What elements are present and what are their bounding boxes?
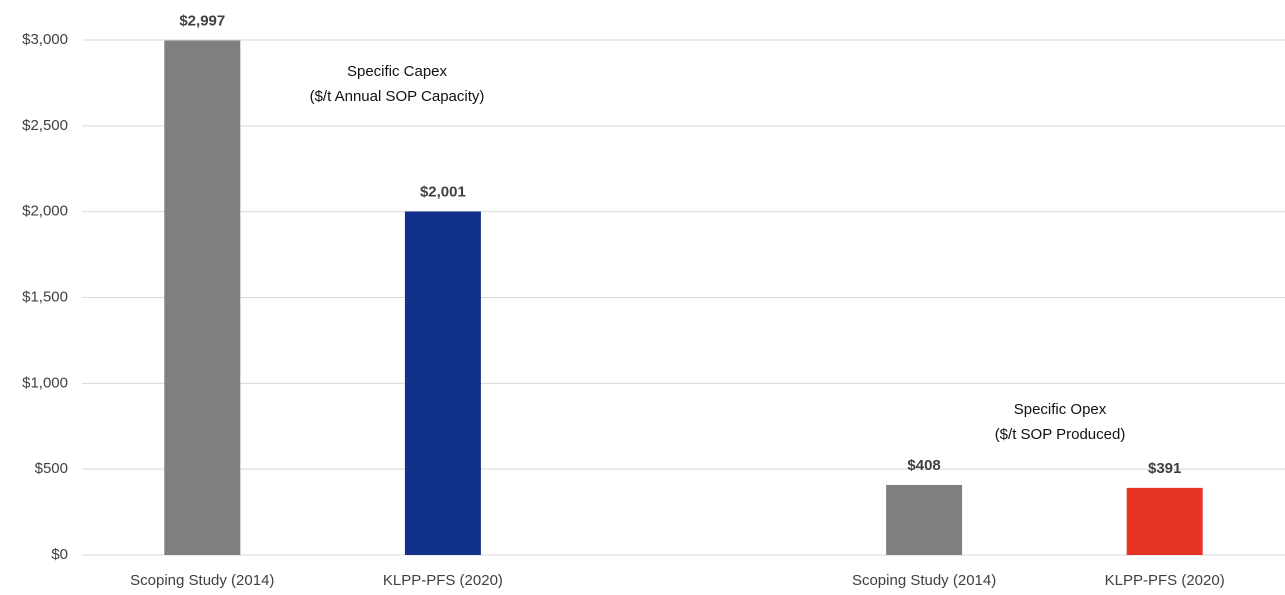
annotation: ($/t Annual SOP Capacity)	[310, 88, 485, 105]
x-tick-label: Scoping Study (2014)	[852, 572, 996, 589]
value-label: $391	[1148, 460, 1181, 477]
y-tick-label: $2,500	[22, 117, 68, 134]
bar	[886, 484, 963, 555]
y-tick-label: $2,000	[22, 203, 68, 220]
value-label: $408	[907, 457, 940, 474]
bar	[164, 40, 241, 555]
y-tick-label: $500	[35, 460, 68, 477]
annotation: Specific Capex	[347, 63, 448, 80]
annotation: Specific Opex	[1014, 401, 1107, 418]
bar	[404, 211, 481, 555]
annotation: ($/t SOP Produced)	[995, 426, 1126, 443]
bar	[1126, 487, 1203, 555]
y-tick-label: $0	[51, 546, 68, 563]
y-tick-label: $1,000	[22, 374, 68, 391]
y-tick-label: $3,000	[22, 31, 68, 48]
value-label: $2,997	[179, 12, 225, 29]
x-tick-label: KLPP-PFS (2020)	[383, 572, 503, 589]
y-tick-label: $1,500	[22, 288, 68, 305]
value-label: $2,001	[420, 183, 466, 200]
x-tick-label: Scoping Study (2014)	[130, 572, 274, 589]
x-tick-label: KLPP-PFS (2020)	[1105, 572, 1225, 589]
